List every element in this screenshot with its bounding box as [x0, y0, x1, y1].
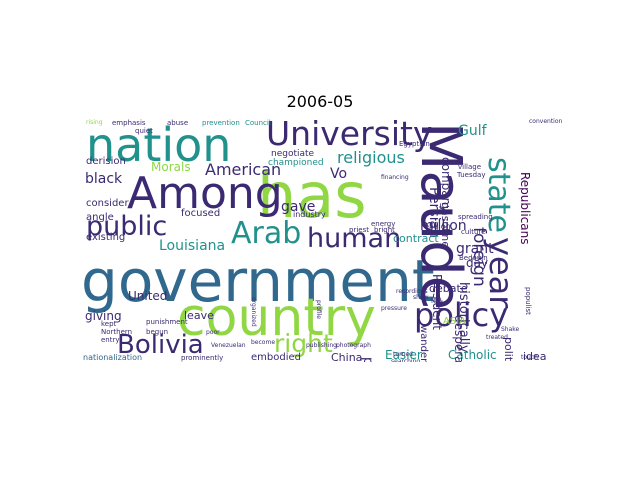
cloud-word: Bolivia [117, 330, 204, 360]
cloud-word: existing [86, 232, 126, 243]
cloud-word: Bedouin [459, 254, 488, 262]
cloud-word: recordings [396, 288, 428, 295]
cloud-word: nation [86, 118, 232, 172]
cloud-word: become [251, 339, 276, 346]
cloud-word: human [307, 223, 402, 254]
cloud-word: priest [349, 226, 369, 234]
cloud-word: government [81, 247, 435, 315]
cloud-word: contract [393, 232, 439, 245]
cloud-word: debate [429, 282, 468, 295]
cloud-word: Shake [501, 326, 520, 333]
cloud-word: country [177, 288, 376, 348]
cloud-word: bright [374, 226, 395, 234]
cloud-word: Morals [151, 160, 191, 174]
cloud-word: right [274, 329, 333, 358]
cloud-word: Republicans [518, 172, 532, 245]
cloud-word: nationalization [83, 353, 143, 362]
cloud-word: rising [86, 119, 103, 126]
cloud-word: conventional [529, 118, 562, 125]
cloud-word: grant [456, 241, 494, 257]
cloud-word: begun [146, 328, 169, 336]
cloud-word: Easier [385, 348, 422, 362]
cloud-word: village [458, 163, 482, 171]
cloud-word: has [257, 159, 367, 232]
cloud-word: Vo [330, 166, 348, 182]
cloud-word: Venezuelan [211, 342, 246, 349]
cloud-word: black [85, 171, 123, 187]
cloud-word: emphasis [112, 119, 146, 127]
cloud-word: ASIA [443, 316, 466, 327]
cloud-word: industry [293, 210, 326, 219]
cloud-word: punishment [146, 318, 188, 326]
cloud-word: populist [524, 287, 532, 315]
cloud-word: day [466, 256, 489, 270]
cloud-word: Arab [231, 216, 302, 251]
cloud-word: championed [268, 158, 324, 168]
cloud-word: Catholic [448, 348, 497, 362]
cloud-word: company [439, 157, 453, 213]
cloud-word: spreading [458, 213, 493, 221]
cloud-word: entry [101, 336, 120, 344]
cloud-word: abuse [167, 119, 189, 127]
cloud-word: Louisiana [159, 238, 226, 254]
cloud-word: Egyptian [399, 140, 430, 148]
cloud-word: focused [181, 208, 221, 219]
cloud-word: culture [461, 228, 486, 236]
cloud-word: angle [86, 212, 114, 223]
cloud-word: embodied [251, 352, 301, 363]
cloud-word: million [420, 218, 467, 234]
cloud-word: derision [86, 156, 126, 167]
cloud-word: religion [421, 222, 451, 231]
cloud-word: prevention [202, 119, 240, 127]
cloud-word: Tuesday [457, 171, 486, 179]
cloud-word: profile [315, 300, 322, 319]
cloud-word: Council [245, 119, 271, 127]
cloud-word: Among [127, 168, 283, 219]
cloud-word: publishing [306, 342, 337, 349]
cloud-word: American [205, 160, 282, 179]
cloud-word: financing [381, 174, 409, 181]
cloud-word: policy [414, 296, 509, 334]
cloud-word: energy [371, 220, 396, 228]
cloud-word: turned [393, 351, 413, 358]
cloud-word: University [266, 117, 433, 153]
cloud-word: wandering [418, 325, 429, 362]
cloud-word: state [481, 157, 516, 233]
cloud-word: Gulf [458, 123, 487, 139]
cloud-word: photograph [336, 342, 371, 349]
cloud-word: China [331, 351, 363, 362]
cloud-word: quiet [135, 127, 153, 135]
cloud-word: religious [337, 148, 405, 167]
cloud-word: led [431, 297, 442, 305]
cloud-word: touch [521, 354, 538, 361]
cloud-word: treated [486, 334, 508, 341]
cloud-word: organized [250, 297, 257, 327]
cloud-word: idea [523, 350, 547, 362]
cloud-word: prominently [181, 354, 224, 362]
cloud-word: searching [391, 358, 421, 363]
cloud-word: United [128, 289, 168, 303]
cloud-word: public [86, 211, 168, 242]
cloud-word: giving [85, 309, 122, 323]
chart-title: 2006-05 [286, 92, 354, 111]
cloud-word: negotiate [271, 149, 315, 159]
word-cloud: government country Maude has nation Among Univ… [81, 117, 562, 362]
cloud-word: consider [86, 198, 129, 209]
cloud-word: kept [101, 320, 117, 328]
cloud-word: poor [206, 329, 220, 336]
cloud-word: gave [281, 199, 316, 215]
cloud-word: show [413, 294, 429, 301]
cloud-word: pressure [381, 305, 407, 312]
cloud-word: leave [184, 309, 214, 322]
cloud-word: Northern [101, 328, 133, 336]
cloud-word: proposal [360, 357, 375, 362]
